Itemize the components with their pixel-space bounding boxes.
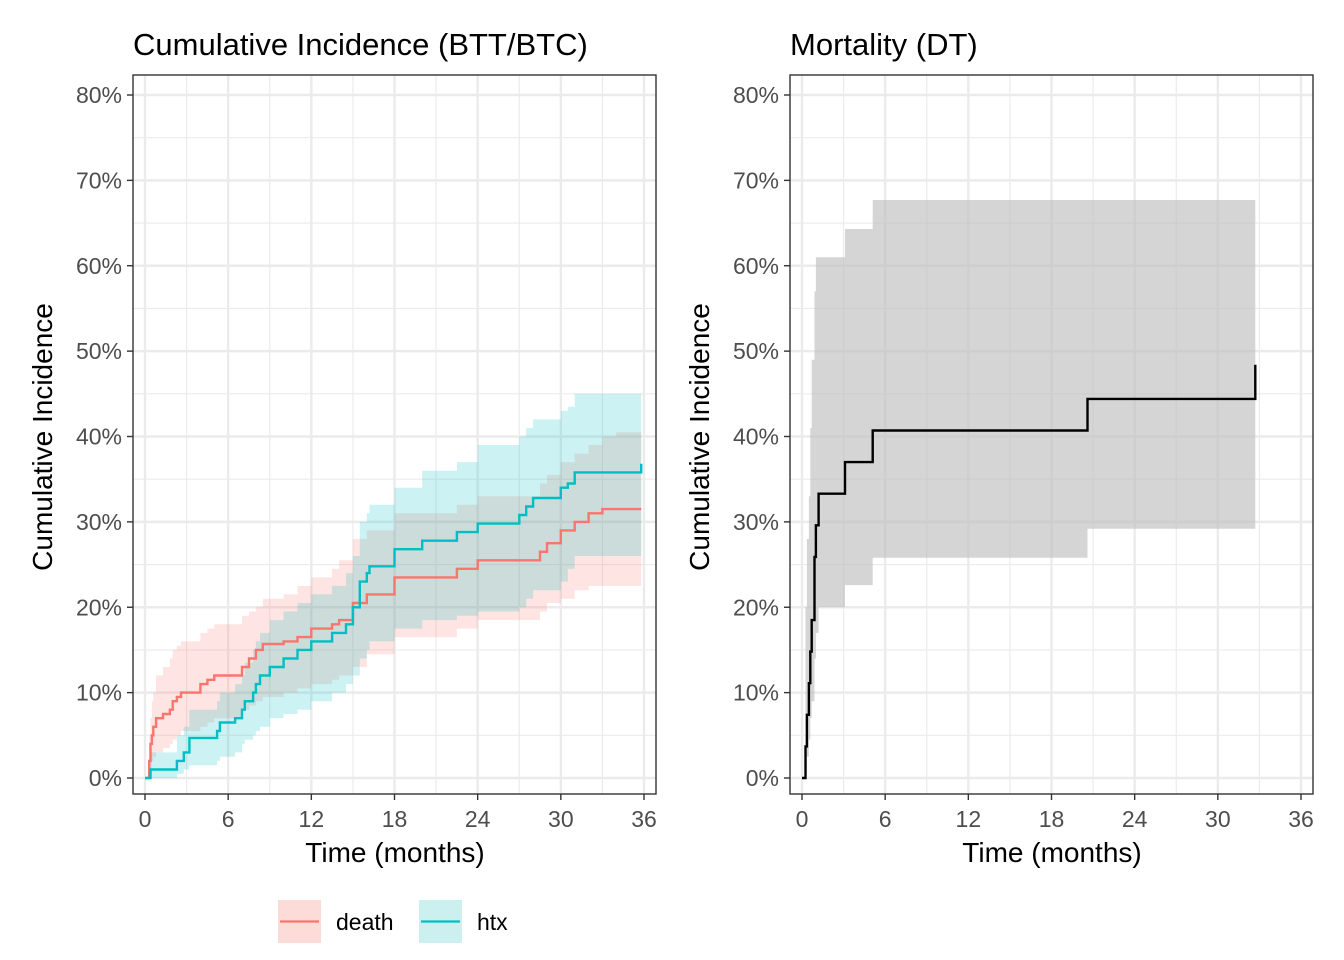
x-tick-label: 6	[222, 806, 235, 832]
x-tick-label: 24	[465, 806, 491, 832]
step-line-series-0	[802, 364, 1257, 780]
y-tick-label: 50%	[733, 338, 779, 364]
legend: death htx	[278, 900, 508, 943]
y-tick-label: 0%	[89, 765, 122, 791]
x-tick-label: 30	[1205, 806, 1231, 832]
ci-band-death	[145, 432, 642, 778]
y-tick-label: 10%	[733, 680, 779, 706]
y-tick-label: 40%	[733, 424, 779, 450]
legend-label-htx: htx	[477, 909, 508, 935]
y-tick-label: 80%	[733, 82, 779, 108]
x-tick-label: 6	[879, 806, 892, 832]
y-tick-label: 20%	[733, 594, 779, 620]
y-axis-title-right: Cumulative Incidence	[684, 303, 715, 571]
y-tick-label: 70%	[76, 167, 122, 193]
x-tick-label: 0	[139, 806, 152, 832]
x-tick-label: 18	[382, 806, 408, 832]
x-tick-label: 12	[956, 806, 982, 832]
x-tick-label: 0	[796, 806, 809, 832]
y-tick-label: 70%	[733, 167, 779, 193]
x-tick-label: 12	[299, 806, 325, 832]
y-tick-label: 10%	[76, 680, 122, 706]
y-tick-label: 50%	[76, 338, 122, 364]
panel-title-right: Mortality (DT)	[790, 27, 978, 62]
step-line-htx	[145, 463, 643, 780]
x-axis-title-right: Time (months)	[962, 837, 1141, 868]
y-axis-title-left: Cumulative Incidence	[27, 303, 58, 571]
grid	[133, 75, 656, 794]
step-line-death	[145, 507, 642, 780]
y-tick-label: 60%	[733, 253, 779, 279]
ci-band-htx	[145, 393, 642, 778]
y-tick-label: 60%	[76, 253, 122, 279]
y-tick-label: 80%	[76, 82, 122, 108]
ci-band-series-0	[802, 166, 1256, 778]
y-tick-label: 30%	[76, 509, 122, 535]
x-tick-label: 18	[1039, 806, 1065, 832]
y-tick-label: 20%	[76, 594, 122, 620]
y-tick-label: 30%	[733, 509, 779, 535]
x-tick-label: 36	[631, 806, 657, 832]
x-tick-label: 36	[1288, 806, 1314, 832]
y-tick-label: 40%	[76, 424, 122, 450]
panel-dt: Mortality (DT) Cumulative Incidence Time…	[684, 27, 1314, 868]
x-tick-label: 24	[1122, 806, 1148, 832]
x-tick-label: 30	[548, 806, 574, 832]
panel-btt-btc: Cumulative Incidence (BTT/BTC) Cumulativ…	[27, 27, 657, 868]
y-tick-label: 0%	[746, 765, 779, 791]
x-axis-title-left: Time (months)	[305, 837, 484, 868]
legend-label-death: death	[336, 909, 394, 935]
panel-title-left: Cumulative Incidence (BTT/BTC)	[133, 27, 588, 62]
